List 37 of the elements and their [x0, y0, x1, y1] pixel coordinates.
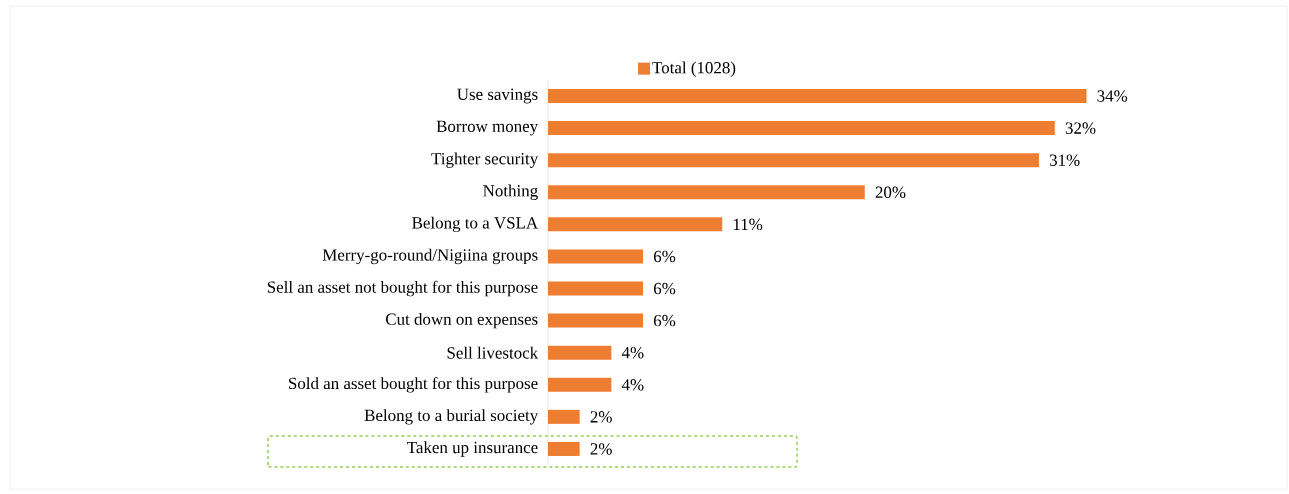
- data-label: 20%: [875, 186, 906, 199]
- bar: [548, 345, 612, 360]
- y-tick-label: Taken up insurance: [407, 441, 538, 457]
- bar: [548, 89, 1087, 104]
- y-tick-label: Tighter security: [431, 152, 539, 168]
- y-tick-label: Sold an asset bought for this purpose: [289, 376, 538, 393]
- data-label: 11%: [733, 218, 763, 231]
- data-label: 2%: [590, 443, 612, 455]
- data-label: 4%: [621, 379, 644, 391]
- y-tick-label: Borrow money: [436, 120, 539, 136]
- y-tick-label: Use savings: [457, 88, 538, 104]
- y-tick-label: Belong to a VSLA: [412, 216, 539, 233]
- y-tick-label: Merry-go-round/Nigiina groups: [322, 248, 538, 265]
- bar: [548, 185, 865, 200]
- bar: [548, 441, 580, 456]
- data-label: 6%: [653, 250, 676, 263]
- bar: [548, 153, 1039, 168]
- data-label: 6%: [653, 314, 676, 327]
- data-label: 32%: [1065, 122, 1096, 134]
- y-tick-label: Nothing: [483, 184, 538, 200]
- bar: [548, 409, 580, 424]
- data-label: 31%: [1049, 154, 1080, 166]
- data-label: 2%: [590, 411, 612, 423]
- y-tick-label: Sell an asset not bought for this purpose: [267, 280, 538, 297]
- y-tick-label: Cut down on expenses: [385, 312, 538, 329]
- legend-label: Total (1028): [652, 61, 736, 77]
- data-label: 4%: [621, 346, 644, 359]
- data-label: 6%: [653, 282, 676, 295]
- data-label: 34%: [1097, 90, 1128, 102]
- bar: [548, 281, 644, 296]
- bar: [548, 217, 723, 232]
- bar: [548, 313, 644, 328]
- y-tick-label: Belong to a burial society: [364, 409, 539, 425]
- bar: [548, 377, 612, 392]
- y-tick-label: Sell livestock: [447, 346, 539, 359]
- bar: [548, 249, 644, 264]
- bar: [548, 121, 1055, 136]
